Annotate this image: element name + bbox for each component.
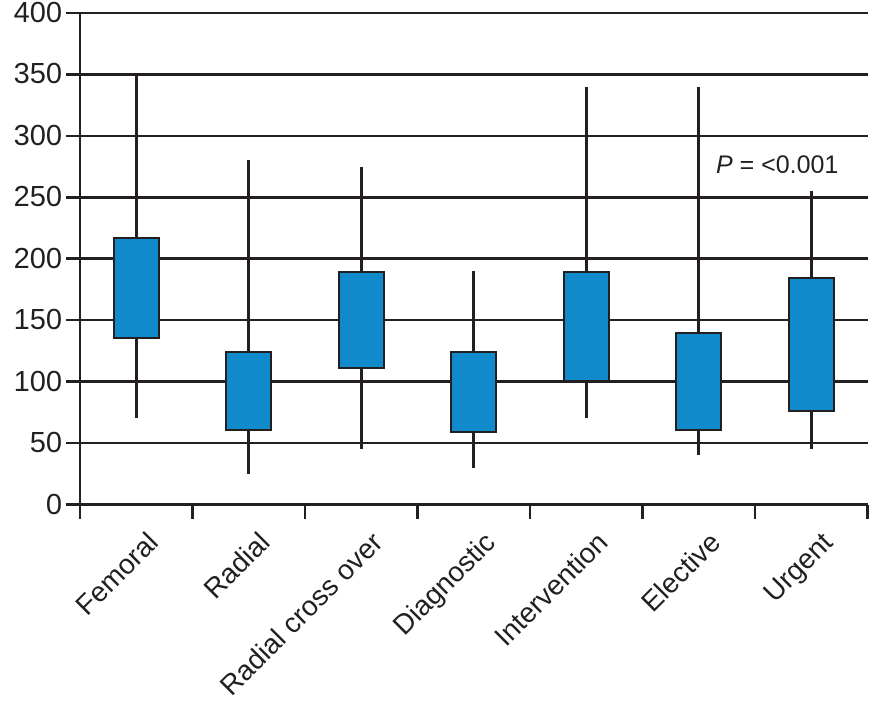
box-whisker bbox=[247, 160, 251, 474]
x-category-label: Intervention bbox=[488, 526, 614, 652]
gridline-400 bbox=[66, 11, 868, 15]
gridline-250 bbox=[66, 196, 868, 199]
gridline-0 bbox=[66, 503, 868, 506]
x-category-label: Urgent bbox=[757, 526, 839, 608]
box bbox=[450, 350, 498, 434]
y-axis-line bbox=[78, 13, 82, 519]
x-category-label: Elective bbox=[634, 526, 726, 618]
y-tick-label: 0 bbox=[45, 488, 62, 521]
y-tick-label: 50 bbox=[29, 427, 62, 460]
gridline-150 bbox=[66, 318, 868, 322]
y-tick-label: 300 bbox=[13, 119, 62, 152]
x-axis-tick bbox=[191, 504, 194, 519]
gridline-350 bbox=[66, 73, 868, 76]
box bbox=[112, 236, 160, 339]
y-tick-label: 150 bbox=[13, 304, 62, 337]
x-category-label: Radial bbox=[197, 526, 276, 605]
p-value-symbol: P bbox=[716, 151, 733, 179]
gridline-300 bbox=[66, 134, 868, 138]
x-axis-tick bbox=[641, 504, 644, 519]
box bbox=[787, 277, 835, 413]
box bbox=[675, 332, 723, 431]
x-category-label: Femoral bbox=[68, 526, 164, 621]
y-tick-label: 400 bbox=[13, 0, 62, 29]
box bbox=[337, 271, 385, 370]
p-value-text: = <0.001 bbox=[732, 151, 839, 179]
gridline-200 bbox=[66, 257, 868, 261]
box-whisker bbox=[697, 86, 701, 456]
y-tick-label: 200 bbox=[13, 242, 62, 275]
x-axis-tick bbox=[416, 504, 419, 519]
x-category-label: Diagnostic bbox=[386, 526, 501, 641]
x-axis-tick bbox=[753, 504, 757, 519]
y-tick-label: 350 bbox=[13, 58, 62, 91]
x-axis-tick bbox=[303, 504, 307, 519]
x-axis-tick bbox=[866, 504, 869, 519]
box bbox=[562, 271, 610, 382]
y-tick-label: 100 bbox=[13, 365, 62, 398]
p-value-annotation: P = <0.001 bbox=[716, 151, 838, 180]
x-axis-tick bbox=[528, 504, 532, 519]
box bbox=[225, 350, 273, 431]
box-whisker bbox=[584, 86, 588, 419]
y-tick-label: 250 bbox=[13, 181, 62, 214]
x-axis-tick bbox=[78, 504, 82, 519]
gridline-50 bbox=[66, 441, 868, 445]
